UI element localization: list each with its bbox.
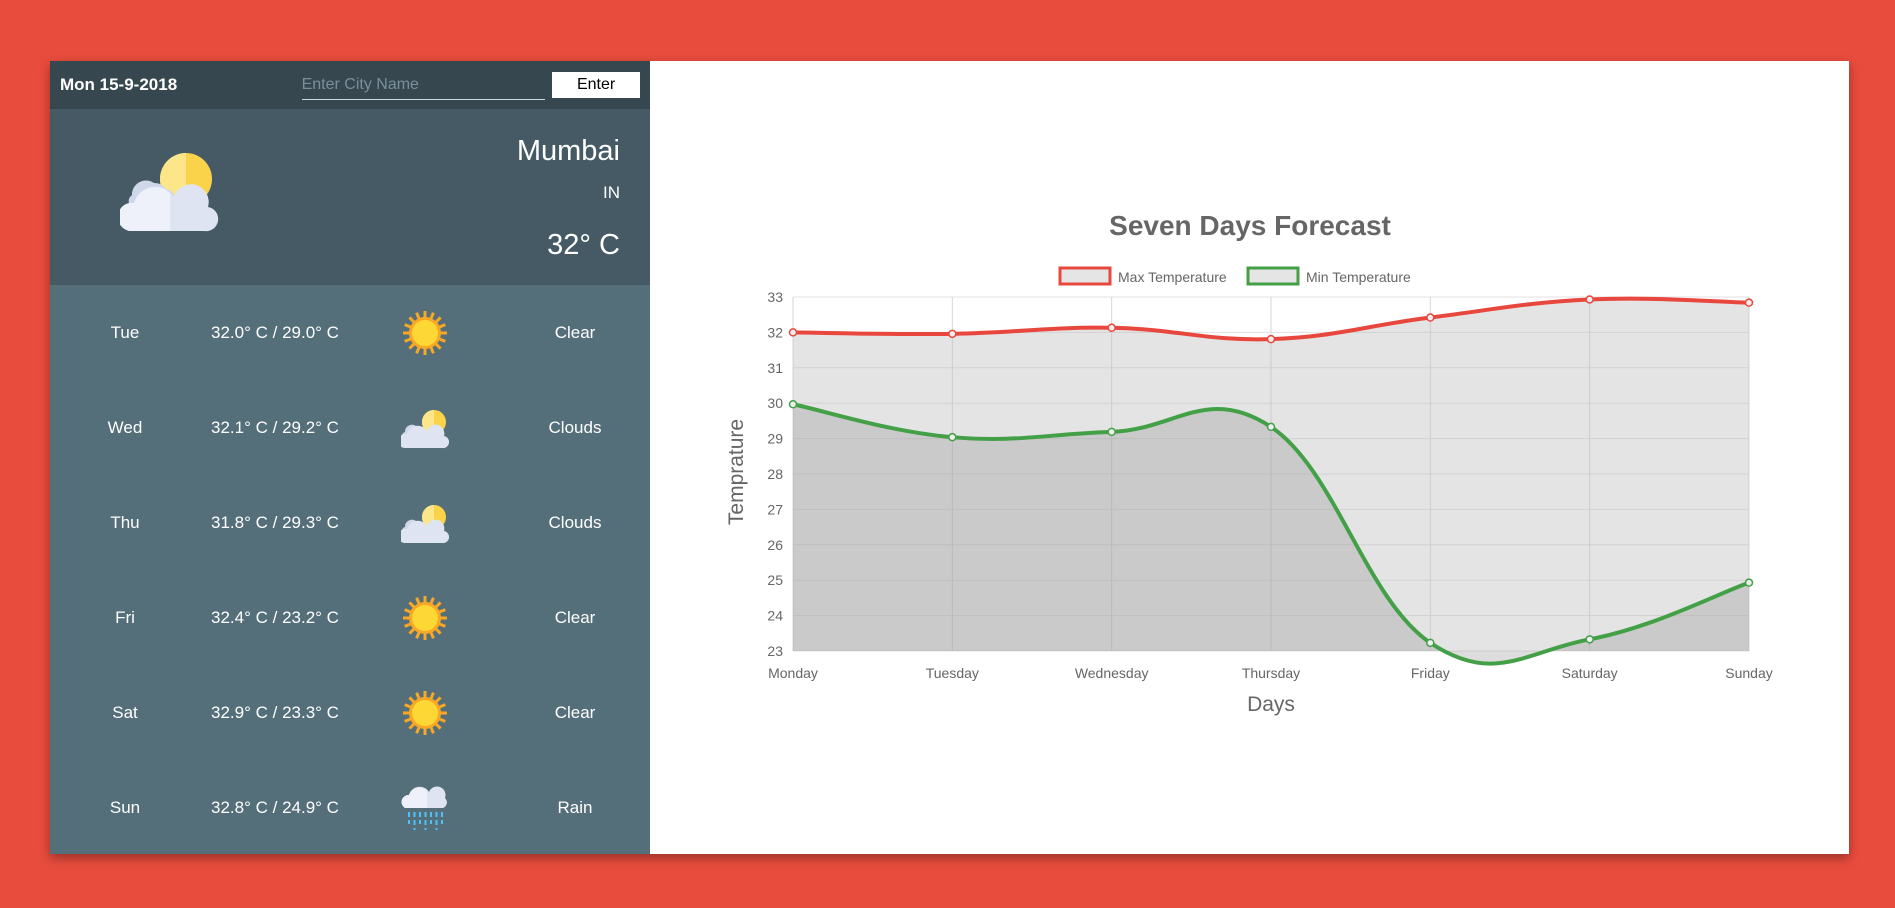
y-tick-label: 33 [767,289,783,305]
city-name-input[interactable] [301,70,546,100]
chart-panel: Seven Days Forecast Max Temperature Min T… [650,61,1849,854]
data-point [1107,427,1116,437]
y-axis-label: Temprature [725,419,748,525]
y-tick-label: 28 [767,466,783,482]
rain-icon [350,784,500,832]
forecast-temp-range: 31.8° C / 29.3° C [211,512,339,532]
data-point [1426,313,1435,322]
data-point [948,329,957,339]
legend-swatch [1058,266,1112,286]
enter-button[interactable]: Enter [552,72,640,98]
forecast-description: Rain [557,797,593,817]
forecast-row: Sat 32.9° C / 23.3° C Clear [50,665,650,760]
forecast-list: Tue 32.0° C / 29.0° C Clear Wed 32.1° C … [50,285,650,854]
x-tick-label: Monday [768,665,818,681]
forecast-temp-range: 32.0° C / 29.0° C [211,322,339,342]
weather-panel: Mon 15-9-2018 Enter Mumbai IN 32° C Tue … [50,61,650,854]
forecast-chart: Seven Days Forecast Max Temperature Min T… [725,210,1773,716]
current-temperature: 32° C [547,229,620,261]
partly-cloudy-icon [117,147,220,242]
data-point [948,432,957,442]
x-axis-label: Days [1247,693,1295,716]
legend-item[interactable]: Min Temperature [1246,266,1411,286]
forecast-day: Fri [115,607,135,627]
weather-app: Mon 15-9-2018 Enter Mumbai IN 32° C Tue … [50,61,1849,854]
chart-legend: Max Temperature Min Temperature [1058,266,1411,286]
forecast-day: Wed [107,417,143,437]
forecast-temp-range: 32.9° C / 23.3° C [211,702,339,722]
forecast-row: Sun 32.8° C / 24.9° C Rain [50,760,650,855]
chart-title: Seven Days Forecast [1109,210,1391,241]
series-area [793,404,1749,664]
y-tick-label: 31 [767,360,783,376]
chart-areas [793,298,1749,664]
x-tick-label: Wednesday [1075,665,1149,681]
forecast-row: Fri 32.4° C / 23.2° C Clear [50,570,650,665]
data-point [1585,635,1594,644]
data-point [1266,422,1276,432]
forecast-day: Sun [109,797,141,817]
country-code: IN [603,183,620,202]
data-point [788,328,798,337]
legend-swatch [1246,266,1300,286]
forecast-row: Tue 32.0° C / 29.0° C Clear [50,285,650,380]
data-point [1426,638,1435,648]
y-tick-label: 32 [767,324,783,340]
y-tick-label: 25 [767,572,783,588]
data-point [788,400,798,409]
data-point [1744,578,1754,587]
y-tick-label: 27 [767,501,783,517]
forecast-day: Tue [110,322,140,342]
forecast-day: Thu [110,512,140,532]
sun-icon [350,594,500,642]
y-tick-label: 26 [767,537,783,553]
forecast-description: Clouds [548,417,602,437]
top-bar: Mon 15-9-2018 Enter [50,61,650,109]
city-name: Mumbai [516,135,620,167]
partly-cloudy-icon [350,406,500,450]
data-point [1107,323,1116,333]
forecast-temp-range: 32.8° C / 24.9° C [211,797,339,817]
legend-label: Max Temperature [1118,269,1227,285]
forecast-row: Wed 32.1° C / 29.2° C Clouds [50,380,650,475]
forecast-description: Clear [554,322,596,342]
sun-icon [350,689,500,737]
legend-label: Min Temperature [1306,269,1411,285]
series-area [793,298,1749,651]
forecast-day: Sat [112,702,138,722]
chart-ticks: 23 24 25 26 27 28 29 30 31 32 33 Monday Tuesday Wedne… [767,289,1772,681]
data-point [1585,295,1594,304]
x-tick-label: Thursday [1242,665,1300,681]
forecast-row: Thu 31.8° C / 29.3° C Clouds [50,475,650,570]
forecast-description: Clouds [548,512,602,532]
forecast-description: Clear [554,607,596,627]
current-date: Mon 15-9-2018 [60,75,178,94]
y-tick-label: 29 [767,431,783,447]
partly-cloudy-icon [350,501,500,545]
current-weather: Mumbai IN 32° C [50,109,650,285]
forecast-temp-range: 32.4° C / 23.2° C [211,607,339,627]
chart-points [788,295,1754,648]
forecast-description: Clear [554,702,596,722]
x-tick-label: Tuesday [926,665,979,681]
x-tick-label: Friday [1411,665,1450,681]
y-tick-label: 24 [767,608,783,624]
data-point [1266,334,1276,344]
x-tick-label: Sunday [1725,665,1772,681]
y-tick-label: 23 [767,643,783,659]
chart-grid [792,296,1750,652]
y-tick-label: 30 [767,395,783,411]
legend-item[interactable]: Max Temperature [1058,266,1227,286]
data-point [1744,298,1754,307]
sun-icon [350,309,500,357]
forecast-temp-range: 32.1° C / 29.2° C [211,417,339,437]
x-tick-label: Saturday [1562,665,1618,681]
